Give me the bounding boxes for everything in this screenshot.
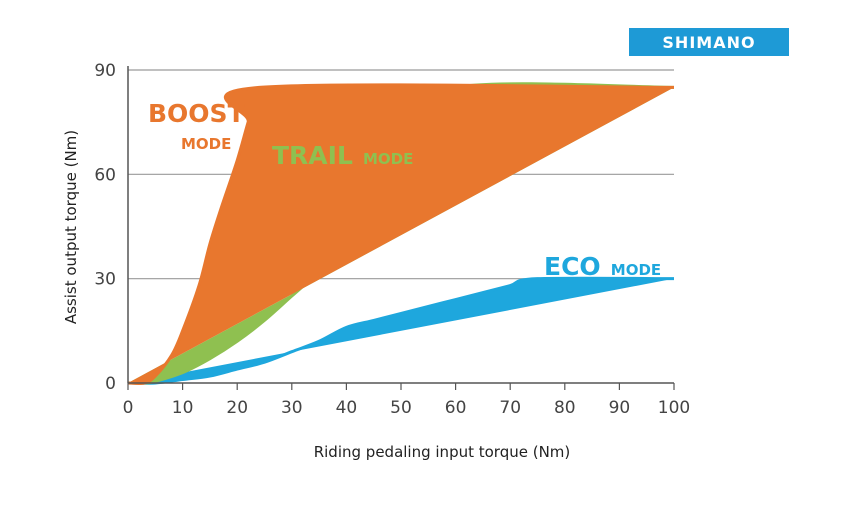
trail-label-main: TRAIL: [272, 141, 353, 170]
x-tick-label-70: 70: [499, 398, 521, 418]
boost-label-main: BOOST: [148, 99, 245, 128]
y-tick-label-90: 90: [94, 61, 116, 81]
logo-text: SHIMANO: [662, 32, 756, 52]
x-tick-label-30: 30: [281, 398, 303, 418]
eco-label-sub: MODE: [611, 261, 661, 279]
x-tick-label-50: 50: [390, 398, 412, 418]
boost-mode-line: [127, 83, 675, 386]
x-tick-label-0: 0: [123, 398, 134, 418]
trail-mode-label: TRAIL MODE: [272, 141, 413, 170]
boost-label-sub: MODE: [181, 135, 231, 153]
x-tick-label-20: 20: [226, 398, 248, 418]
y-tick-label-0: 0: [105, 374, 116, 394]
y-axis-label: Assist output torque (Nm): [62, 130, 80, 324]
x-tick-label-60: 60: [445, 398, 467, 418]
x-tick-label-80: 80: [554, 398, 576, 418]
shimano-logo: SHIMANO: [629, 28, 789, 56]
x-tick-label-40: 40: [336, 398, 358, 418]
y-tick-label-30: 30: [94, 270, 116, 290]
boost-mode-label: BOOST: [148, 99, 245, 128]
eco-label-main: ECO: [544, 252, 601, 281]
tick-labels: 0 10 20 30 40 50 60 70 80 90 100 0 30 60 90: [94, 61, 690, 418]
boost-mode-sublabel: MODE: [181, 135, 231, 153]
eco-mode-label: ECO MODE: [544, 252, 661, 281]
x-tick-label-100: 100: [658, 398, 690, 418]
eco-mode-line: [127, 276, 675, 385]
series-lines: [127, 82, 675, 386]
x-tick-label-10: 10: [172, 398, 194, 418]
y-tick-label-60: 60: [94, 165, 116, 185]
x-axis-label: Riding pedaling input torque (Nm): [314, 443, 571, 461]
trail-label-sub: MODE: [363, 150, 413, 168]
x-tick-label-90: 90: [609, 398, 631, 418]
